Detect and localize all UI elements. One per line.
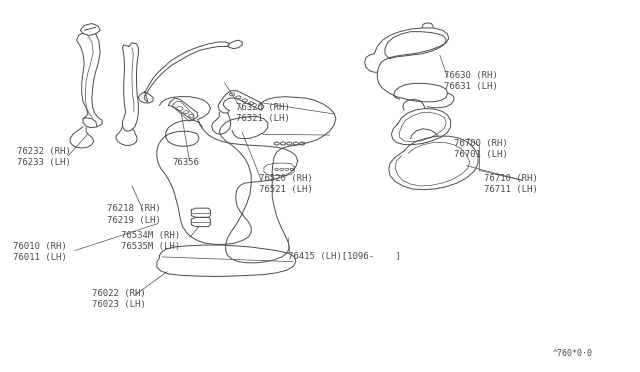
- Text: 76710 (RH)
76711 (LH): 76710 (RH) 76711 (LH): [484, 174, 538, 194]
- Text: 76232 (RH)
76233 (LH): 76232 (RH) 76233 (LH): [17, 147, 71, 167]
- Text: ^760*0·0: ^760*0·0: [552, 350, 593, 359]
- Text: 76022 (RH)
76023 (LH): 76022 (RH) 76023 (LH): [92, 289, 146, 309]
- Text: 76320 (RH)
76321 (LH): 76320 (RH) 76321 (LH): [236, 103, 290, 123]
- Text: 76520 (RH)
76521 (LH): 76520 (RH) 76521 (LH): [259, 174, 313, 194]
- Text: 76534M (RH)
76535M (LH): 76534M (RH) 76535M (LH): [121, 231, 180, 251]
- Text: 76010 (RH)
76011 (LH): 76010 (RH) 76011 (LH): [13, 242, 67, 262]
- Text: 76415 (LH)[1096-    ]: 76415 (LH)[1096- ]: [288, 253, 401, 262]
- Text: 76630 (RH)
76631 (LH): 76630 (RH) 76631 (LH): [444, 71, 498, 91]
- Text: 76218 (RH)
76219 (LH): 76218 (RH) 76219 (LH): [106, 205, 160, 225]
- Text: 76700 (RH)
76701 (LH): 76700 (RH) 76701 (LH): [454, 139, 508, 159]
- Text: 76356: 76356: [172, 158, 199, 167]
